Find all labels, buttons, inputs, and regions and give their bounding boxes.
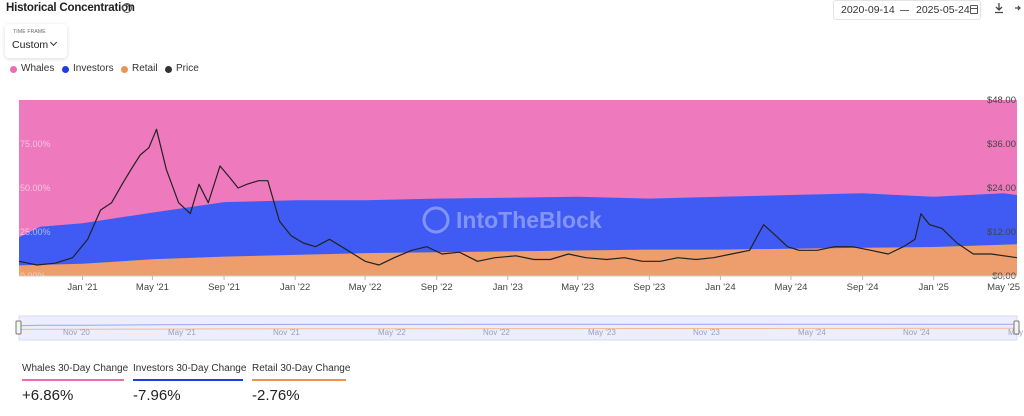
navigator-tick-label: Nov '24 xyxy=(903,328,930,337)
timeframe-value[interactable]: Custom xyxy=(12,39,49,51)
legend-label-whales: Whales xyxy=(21,63,55,74)
x-tick-label: May '22 xyxy=(349,282,382,293)
legend-label-retail: Retail xyxy=(132,63,158,74)
stat-label-investors: Investors 30-Day Change xyxy=(133,363,247,374)
navigator-line-investors xyxy=(18,323,1017,327)
y-right-tick-label: $48.00 xyxy=(987,95,1016,106)
timeframe-label: TIME FRAME xyxy=(13,29,46,35)
timeframe-dropdown[interactable]: TIME FRAME Custom xyxy=(5,24,67,58)
navigator-tick-label: Nov '23 xyxy=(693,328,720,337)
navigator-handle-left[interactable] xyxy=(15,320,22,335)
x-tick-label: May '23 xyxy=(561,282,594,293)
stat-value-whales: +6.86% xyxy=(22,387,74,404)
stat-underline-investors xyxy=(133,379,243,381)
x-tick-label: May '24 xyxy=(774,282,807,293)
stat-label-retail: Retail 30-Day Change xyxy=(252,363,351,374)
legend-label-price: Price xyxy=(176,63,199,74)
stat-underline-whales xyxy=(22,379,124,381)
navigator-tick-label: Nov '21 xyxy=(273,328,300,337)
stats-row: Whales 30-Day Change +6.86% Investors 30… xyxy=(0,360,1024,416)
download-icon[interactable] xyxy=(993,2,1005,14)
share-icon[interactable] xyxy=(1014,3,1024,13)
y-left-tick-label: 25.00% xyxy=(20,227,51,237)
legend-dot-investors xyxy=(62,66,69,73)
date-end[interactable]: 2025-05-24 xyxy=(916,4,970,16)
navigator-tick-label: Nov '20 xyxy=(63,328,90,337)
x-tick-label: Jan '25 xyxy=(919,282,949,293)
stat-investors: Investors 30-Day Change -7.96% xyxy=(133,360,247,416)
x-tick-label: Sep '21 xyxy=(208,282,240,293)
x-tick-label: Sep '23 xyxy=(633,282,665,293)
x-tick-label: May '21 xyxy=(136,282,169,293)
retail-area xyxy=(19,244,1017,276)
y-right-tick-label: $12.00 xyxy=(987,227,1016,238)
page-title: Historical Concentration xyxy=(6,2,135,14)
price-line xyxy=(18,128,1018,266)
navigator-tick-label: May '23 xyxy=(588,328,616,337)
navigator-tick-label: May '24 xyxy=(798,328,826,337)
x-tick-label: Sep '22 xyxy=(421,282,453,293)
calendar-icon[interactable] xyxy=(970,5,978,14)
watermark-logo-icon xyxy=(422,206,450,234)
x-tick-label: Jan '24 xyxy=(705,282,735,293)
x-tick-label: Jan '22 xyxy=(280,282,310,293)
x-tick-label: May '25 xyxy=(987,282,1020,293)
legend-dot-whales xyxy=(10,66,17,73)
stat-label-whales: Whales 30-Day Change xyxy=(22,363,129,374)
watermark-text: IntoTheBlock xyxy=(456,207,602,233)
stat-whales: Whales 30-Day Change +6.86% xyxy=(22,360,128,416)
legend-dot-retail xyxy=(121,66,128,73)
legend-dot-price xyxy=(165,66,172,73)
chevron-down-icon[interactable] xyxy=(49,38,58,47)
navigator-tick-label: Nov '22 xyxy=(483,328,510,337)
stat-value-retail: -2.76% xyxy=(252,387,300,404)
y-right-tick-label: $36.00 xyxy=(987,139,1016,150)
stat-value-investors: -7.96% xyxy=(133,387,181,404)
stat-retail: Retail 30-Day Change -2.76% xyxy=(252,360,350,416)
stat-underline-retail xyxy=(252,379,346,381)
header: Historical Concentration ? 2020-09-14 20… xyxy=(0,0,1024,20)
y-left-tick-label: 50.00% xyxy=(20,183,51,193)
date-separator xyxy=(900,10,909,11)
y-left-tick-label: 75.00% xyxy=(20,139,51,149)
concentration-chart[interactable]: IntoTheBlock75.00%50.00%25.00%0.00%$48.0… xyxy=(0,86,1024,348)
date-range-picker[interactable]: 2020-09-14 2025-05-24 xyxy=(833,0,981,20)
x-tick-label: Jan '23 xyxy=(493,282,523,293)
watermark: IntoTheBlock xyxy=(422,206,602,234)
help-circle-icon[interactable]: ? xyxy=(122,3,132,13)
y-right-tick-label: $24.00 xyxy=(987,183,1016,194)
navigator-tick-label: May '22 xyxy=(378,328,406,337)
navigator-line-retail xyxy=(18,327,1018,330)
date-start[interactable]: 2020-09-14 xyxy=(841,4,895,16)
navigator-tick-label: May '21 xyxy=(168,328,196,337)
x-tick-label: Sep '24 xyxy=(847,282,879,293)
legend-label-investors: Investors xyxy=(73,63,114,74)
navigator-handle-right[interactable] xyxy=(1013,320,1020,335)
x-tick-label: Jan '21 xyxy=(67,282,97,293)
